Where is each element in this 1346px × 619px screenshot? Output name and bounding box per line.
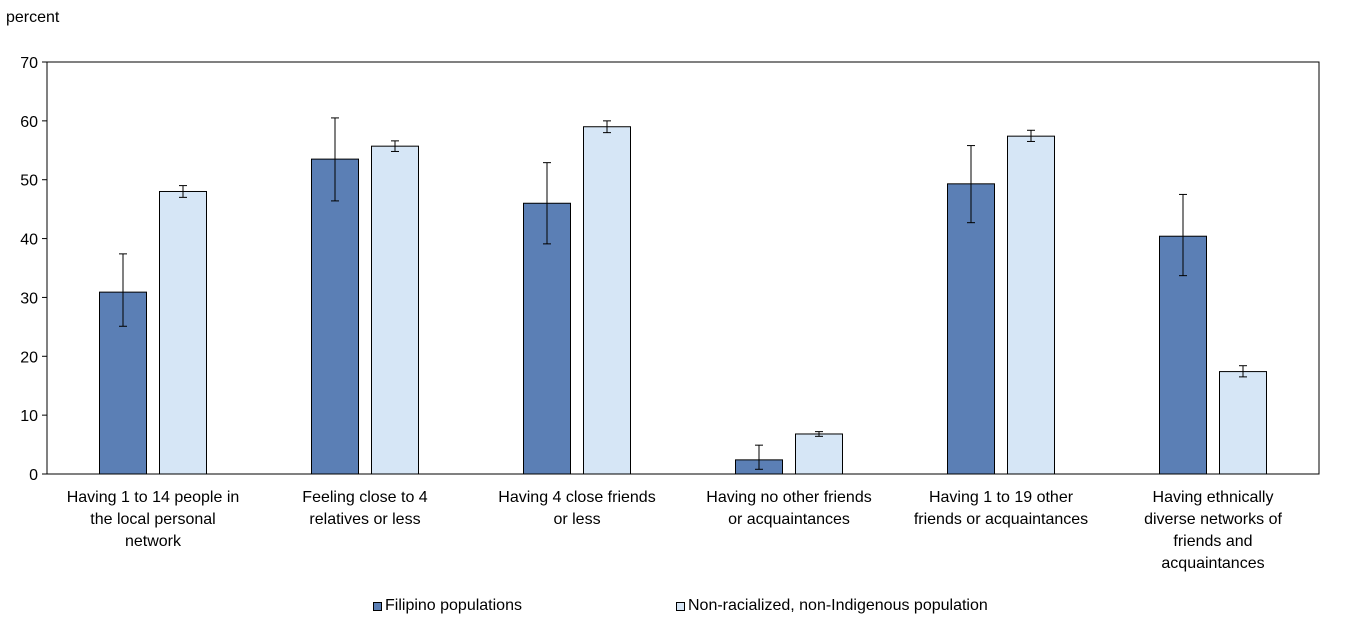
x-category-label-line: Having 1 to 19 other xyxy=(929,489,1074,506)
x-category-label-line: Having ethnically xyxy=(1153,489,1274,506)
y-tick-label: 10 xyxy=(20,408,38,425)
x-category-label-line: Having 1 to 14 people in xyxy=(67,489,240,506)
y-tick-label: 0 xyxy=(29,467,38,484)
x-category-label-1: Feeling close to 4 relatives or less xyxy=(302,489,428,528)
bar-filipino-1 xyxy=(311,158,359,475)
legend: Filipino populations Non-racialized, non… xyxy=(0,597,1346,617)
x-category-label-line: network xyxy=(125,533,182,550)
x-category-label-line: Feeling close to 4 xyxy=(302,489,428,506)
y-tick-label: 30 xyxy=(20,290,38,307)
x-category-label-line: or less xyxy=(553,511,600,528)
y-tick-label: 70 xyxy=(20,55,38,72)
x-category-label-line: friends or acquaintances xyxy=(914,511,1088,528)
x-category-label-line: the local personal xyxy=(90,511,215,528)
bar-filipino-4 xyxy=(947,183,995,475)
bar-non-racialized-4 xyxy=(1007,135,1055,475)
bar-chart: percent 0 10 20 30 40 50 60 70 Having 1 to 14 peo… xyxy=(6,9,1320,572)
bar-non-racialized-3 xyxy=(795,433,843,475)
x-category-label-line: or acquaintances xyxy=(728,511,850,528)
legend-item-filipino: Filipino populations xyxy=(373,597,522,615)
x-category-label-line: friends and xyxy=(1173,533,1252,550)
bar-non-racialized-2 xyxy=(583,126,631,475)
legend-swatch-non-racialized xyxy=(676,601,685,611)
x-category-label-3: Having no other friends or acquaintances xyxy=(706,489,871,528)
y-tick-label: 40 xyxy=(20,232,38,249)
bar-non-racialized-5 xyxy=(1219,371,1267,475)
x-category-label-2: Having 4 close friends or less xyxy=(498,489,655,528)
y-tick-label: 20 xyxy=(20,349,38,366)
x-category-label-line: diverse networks of xyxy=(1144,511,1282,528)
bar-filipino-2 xyxy=(523,202,571,475)
y-axis-title: percent xyxy=(6,9,60,26)
legend-label-non-racialized: Non-racialized, non-Indigenous populatio… xyxy=(688,597,988,614)
legend-label-filipino: Filipino populations xyxy=(385,597,522,614)
x-category-label-line: acquaintances xyxy=(1161,555,1264,572)
legend-item-non-racialized: Non-racialized, non-Indigenous populatio… xyxy=(676,597,988,615)
bar-non-racialized-1 xyxy=(371,145,419,475)
plot-frame xyxy=(46,61,1320,475)
y-tick-label: 50 xyxy=(20,173,38,190)
legend-swatch-filipino xyxy=(373,601,382,611)
bar-non-racialized-0 xyxy=(159,190,207,475)
x-category-label-line: Having 4 close friends xyxy=(498,489,655,506)
x-category-label-4: Having 1 to 19 other friends or acquainta… xyxy=(914,489,1088,528)
y-tick-label: 60 xyxy=(20,114,38,131)
x-category-label-line: relatives or less xyxy=(309,511,420,528)
x-category-label-5: Having ethnically diverse networks of frie… xyxy=(1144,489,1282,572)
x-category-label-line: Having no other friends xyxy=(706,489,871,506)
x-category-label-0: Having 1 to 14 people in the local person… xyxy=(67,489,240,550)
